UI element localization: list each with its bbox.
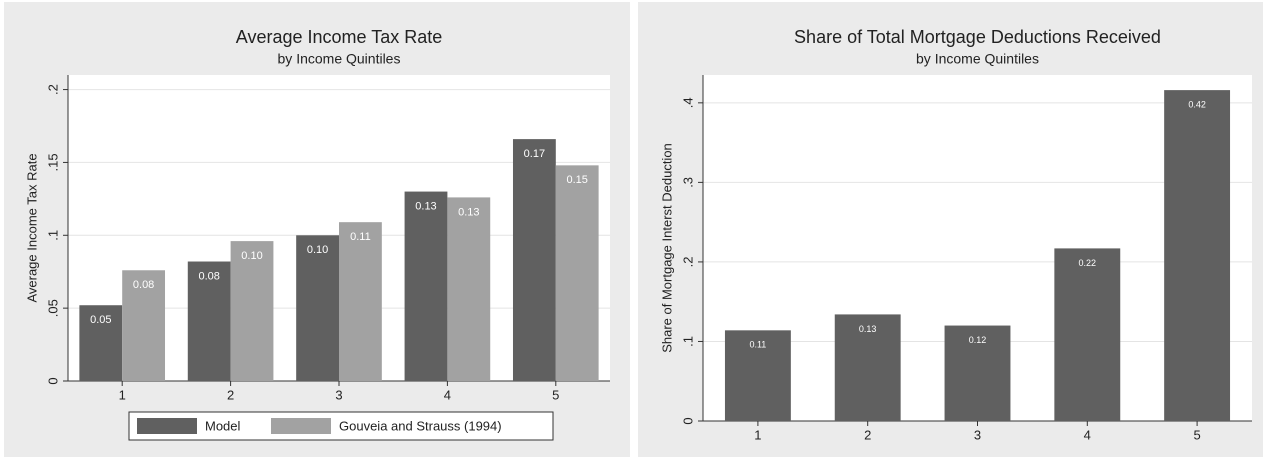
value-label: 0.10 <box>307 244 328 256</box>
x-tick-label: 1 <box>119 387 126 402</box>
y-tick-label: .1 <box>680 336 695 347</box>
value-label: 0.15 <box>566 174 587 186</box>
bar <box>404 191 448 381</box>
value-label: 0.10 <box>241 250 262 262</box>
value-label: 0.11 <box>749 340 766 350</box>
legend-label: Gouveia and Strauss (1994) <box>339 418 502 433</box>
x-tick-label: 4 <box>1084 427 1091 442</box>
x-tick-label: 3 <box>974 427 981 442</box>
value-label: 0.08 <box>133 279 154 291</box>
bar <box>944 325 1011 421</box>
y-tick-label: 0 <box>45 377 60 384</box>
value-label: 0.13 <box>415 200 436 212</box>
value-label: 0.13 <box>859 324 877 334</box>
x-tick-label: 5 <box>552 387 559 402</box>
x-tick-label: 3 <box>335 387 342 402</box>
chart-subtitle: by Income Quintiles <box>916 51 1039 67</box>
value-label: 0.17 <box>524 148 545 160</box>
legend-label: Model <box>205 418 241 433</box>
bar <box>447 197 491 381</box>
bar <box>79 305 123 381</box>
bar <box>724 330 791 421</box>
bar <box>834 314 901 421</box>
legend-swatch <box>137 418 197 434</box>
y-tick-label: .2 <box>680 256 695 267</box>
chart: Share of Total Mortgage Deductions Recei… <box>638 2 1263 457</box>
chart-title: Average Income Tax Rate <box>236 27 442 47</box>
y-tick-label: 0 <box>680 417 695 424</box>
x-tick-label: 1 <box>754 427 761 442</box>
chart-subtitle: by Income Quintiles <box>278 51 401 67</box>
y-axis-label: Share of Mortgage Interst Deduction <box>659 143 674 353</box>
y-tick-label: .15 <box>45 153 60 171</box>
chart: Average Income Tax Rate by Income Quintil… <box>4 2 630 457</box>
bar <box>555 165 599 381</box>
bar <box>122 270 166 381</box>
x-tick-label: 2 <box>227 387 234 402</box>
y-tick-label: .1 <box>45 230 60 241</box>
legend-swatch <box>271 418 331 434</box>
chart-title: Share of Total Mortgage Deductions Recei… <box>794 27 1161 47</box>
bar <box>187 261 231 381</box>
y-tick-label: .2 <box>45 84 60 95</box>
value-label: 0.13 <box>458 206 479 218</box>
y-axis-label: Average Income Tax Rate <box>24 153 39 302</box>
y-tick-label: .05 <box>45 299 60 317</box>
bar <box>230 241 274 381</box>
bar <box>1054 248 1121 421</box>
value-label: 0.11 <box>350 231 371 243</box>
bar <box>512 139 556 381</box>
value-label: 0.42 <box>1188 99 1206 109</box>
value-label: 0.12 <box>969 335 987 345</box>
bar <box>296 235 339 381</box>
value-label: 0.05 <box>90 314 111 326</box>
value-label: 0.22 <box>1079 258 1097 268</box>
y-tick-label: .3 <box>680 177 695 188</box>
value-label: 0.08 <box>198 270 219 282</box>
x-tick-label: 4 <box>444 387 451 402</box>
legend-box <box>128 411 554 441</box>
bar <box>1164 90 1231 421</box>
y-tick-label: .4 <box>680 97 695 108</box>
bar <box>339 222 382 381</box>
x-tick-label: 2 <box>864 427 871 442</box>
x-tick-label: 5 <box>1193 427 1200 442</box>
